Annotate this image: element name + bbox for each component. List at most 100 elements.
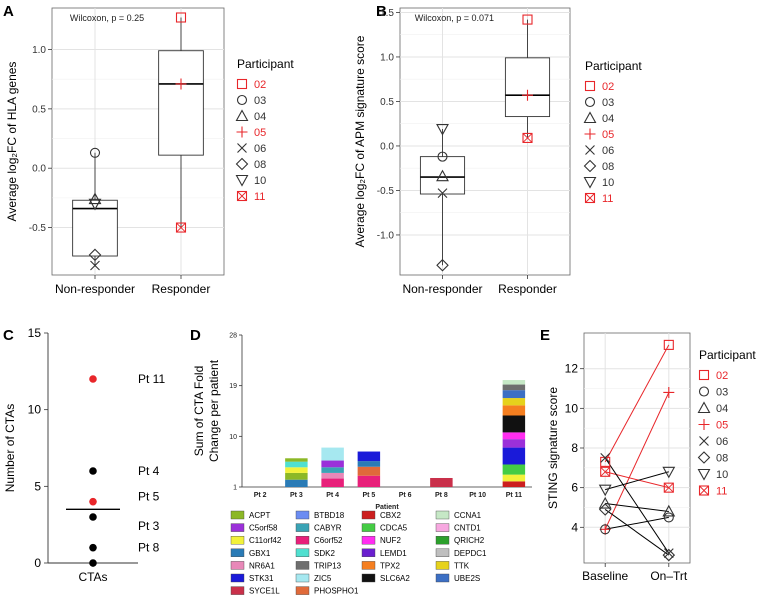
bar-segment (502, 384, 526, 391)
bar-segment (502, 390, 526, 399)
ytick-label: 0.0 (32, 164, 46, 175)
bar-segment (357, 475, 381, 487)
pair-line-08 (604, 509, 670, 556)
panel-A-legend-label-05: 05 (254, 127, 266, 139)
data-point-baseline-10-shape (598, 484, 612, 497)
bar-segment (502, 439, 526, 448)
panel-B-legend-marker-05-shape (584, 128, 596, 140)
panel-A-legend-marker-02 (236, 78, 248, 90)
ytick-label: 10 (565, 401, 579, 415)
panel-B-legend-marker-02 (584, 80, 596, 92)
data-point-08-shape (88, 248, 102, 262)
panel-A-legend-marker-03-shape (236, 94, 248, 106)
panel-E-legend-label-11: 11 (716, 486, 727, 498)
y-axis-label: Average log₂FC of APM signature score (353, 35, 367, 247)
xtick-label: Responder (152, 282, 211, 296)
bar-segment (321, 460, 344, 468)
legend-label: STK31 (249, 574, 274, 583)
legend-label: SLC6A2 (380, 574, 410, 583)
data-point-ontrt-03-shape (663, 512, 674, 523)
legend-label: CNTD1 (454, 524, 481, 533)
xtick-label: Pt 11 (506, 492, 522, 499)
data-point-10-shape (436, 123, 449, 136)
panel-A-legend-marker-08 (235, 157, 249, 171)
y-axis-label: Average log₂FC of HLA genes (5, 62, 19, 222)
panel-A-legend-marker-02-shape (236, 78, 248, 90)
data-point-ontrt-04-shape (662, 504, 676, 517)
legend-swatch (230, 523, 245, 532)
data-point-06 (90, 260, 100, 271)
panel-B-legend-label-03: 03 (602, 97, 614, 109)
panel-B-legend-marker-10-shape (583, 176, 597, 189)
panel-A: A -0.5 0.0 0.5 1.0 Non-responder Responder Wilc… (3, 3, 294, 296)
ytick-label: 1 (233, 485, 237, 492)
xtick-label: Responder (498, 282, 557, 296)
data-point-ontrt-11-shape (663, 482, 674, 493)
x-axis-label: Patient (375, 504, 399, 511)
data-point-05 (522, 89, 533, 101)
bar-segment (502, 432, 526, 440)
data-point-ontrt-11 (663, 482, 674, 493)
legend-swatch (295, 536, 310, 545)
legend-label: SDK2 (314, 549, 335, 558)
ytick-label: 4 (571, 520, 578, 534)
bar-segment (357, 466, 381, 476)
bar-segment (502, 405, 526, 416)
legend-swatch (361, 523, 376, 532)
data-point-ontrt-03 (663, 512, 674, 523)
data-point-baseline-11 (600, 466, 611, 477)
panel-E-legend-label-08: 08 (716, 453, 728, 465)
legend-swatch (230, 561, 245, 570)
panel-A-legend-marker-10 (235, 174, 249, 187)
panel-E-legend-label-03: 03 (716, 387, 728, 399)
panel-A-legend-marker-11 (236, 190, 248, 202)
legend-label: BTBD18 (314, 511, 345, 520)
bar-segment (502, 481, 526, 487)
data-point-05-shape (175, 78, 187, 90)
legend-swatch (295, 548, 310, 557)
legend-label: C6orf52 (314, 536, 343, 545)
data-point-03-shape (437, 151, 448, 162)
bar-segment (321, 478, 344, 487)
legend-swatch (295, 586, 310, 595)
ytick-label: 0.0 (380, 141, 394, 152)
panel-E-legend-marker-05 (698, 419, 710, 430)
data-point-04 (436, 169, 449, 182)
data-point-02-shape (175, 12, 187, 23)
panel-A-legend-title: Participant (237, 57, 294, 71)
xtick-label: On–Trt (650, 569, 688, 583)
panel-E-legend-marker-05-shape (698, 419, 710, 430)
bar-segment (285, 472, 308, 480)
panel-B-legend-marker-10 (583, 176, 597, 189)
panel-A-legend-marker-03 (236, 94, 248, 106)
bar-segment (321, 447, 344, 461)
panel-E-legend-marker-04 (697, 401, 711, 414)
panel-B-legend-marker-03-shape (584, 96, 596, 108)
legend-label: ZIC5 (314, 574, 332, 583)
panel-letter-B: B (376, 3, 387, 20)
legend-label: QRICH2 (454, 536, 485, 545)
panel-A-legend-label-06: 06 (254, 143, 266, 155)
legend-swatch (435, 573, 450, 583)
data-point-03-shape (89, 147, 101, 158)
panel-E-legend-marker-06 (699, 436, 709, 446)
ytick-label: 19 (229, 383, 237, 390)
legend-swatch (435, 523, 450, 532)
data-point-ontrt-05 (663, 386, 675, 398)
panel-A-legend-marker-04-shape (235, 109, 249, 122)
data-point (89, 375, 97, 383)
legend-swatch (435, 561, 450, 570)
data-point-baseline-04 (598, 496, 612, 509)
xtick-label: Pt 3 (290, 492, 303, 499)
ytick-label: 1.5 (380, 8, 394, 19)
bar-segment (502, 380, 526, 385)
xtick-label: Baseline (582, 569, 628, 583)
data-point-04 (88, 192, 102, 205)
legend-swatch (295, 573, 310, 583)
xtick-label: Non-responder (402, 282, 482, 296)
panel-E-legend-marker-04-shape (697, 401, 711, 414)
data-point-06-shape (437, 188, 448, 199)
ytick-label: 0.5 (32, 104, 46, 115)
panel-B-legend-label-05: 05 (602, 129, 614, 141)
panel-A-legend-label-03: 03 (254, 95, 266, 107)
